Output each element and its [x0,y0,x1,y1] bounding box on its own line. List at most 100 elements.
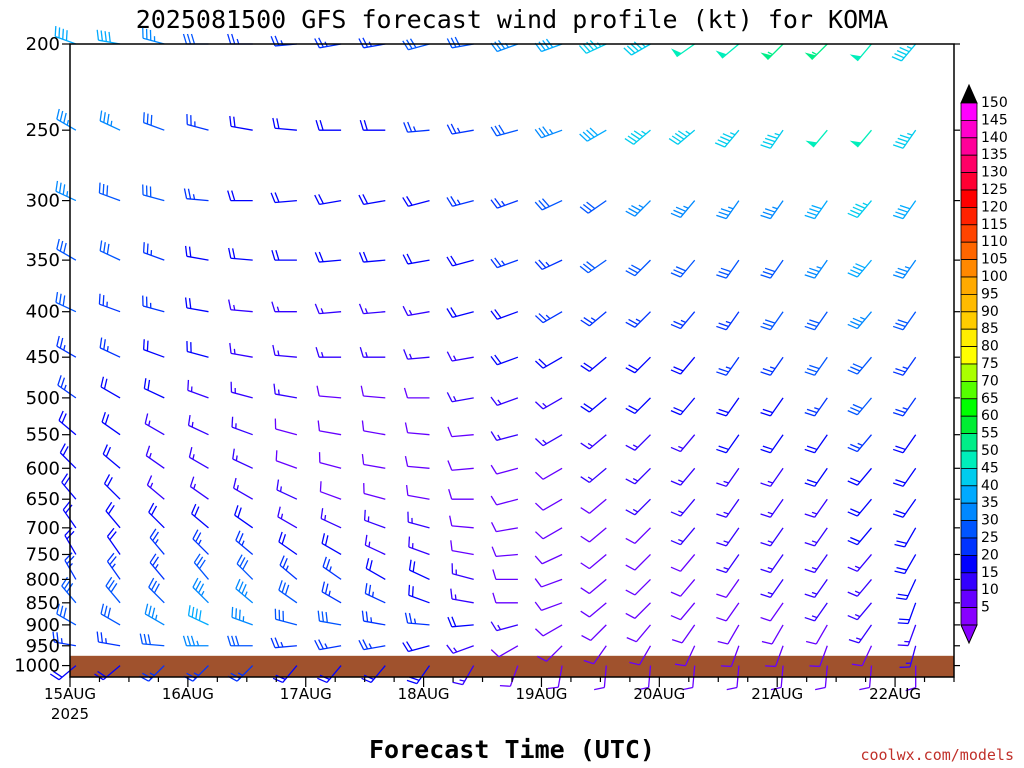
wind-barb [105,576,121,604]
wind-barb [670,356,696,375]
barb-pennant [805,140,818,148]
barb-flag [447,616,453,628]
barb-flag [534,628,544,637]
barb-halfflag [237,672,244,677]
wind-barb [449,515,474,529]
barb-flag [56,603,60,615]
barb-flag [63,242,67,254]
barb-staff [680,602,696,621]
barb-flag [446,392,453,402]
wind-barb [670,397,696,416]
wind-barb [716,397,740,417]
x-axis: 15AUG 2025 16AUG 17AUG 18AUG 19AUG 20AUG 21AUG 2… [44,677,955,723]
colorbar-swatch [960,328,978,348]
wind-barb [452,665,475,686]
barb-halfflag [727,206,734,210]
barb-halfflag [678,538,684,543]
barb-flag [446,38,453,49]
barb-flag [718,368,729,373]
barb-flag [228,247,232,259]
x-axis-label: Forecast Time (UTC) [369,735,655,764]
barb-staff [451,550,474,556]
barb-flag [897,267,908,273]
wind-barb [805,129,828,148]
wind-barb [534,126,563,139]
barb-pennant [670,48,682,57]
barb-flag [896,567,907,571]
barb-flag [492,592,497,604]
barb-flag [848,639,860,644]
wind-barb [760,579,784,599]
y-tick-label: 550 [26,425,60,446]
barb-flag [363,119,368,131]
barb-flag [897,622,909,625]
wind-barb [317,610,342,626]
barb-flag [109,531,117,541]
barb-flag [586,201,596,210]
wind-barb [191,503,209,529]
barb-flag [237,507,242,518]
wind-barb [271,249,297,261]
barb-staff [589,602,607,618]
wind-barb [849,43,872,62]
barb-flag [625,509,636,516]
wind-barb [716,434,740,454]
barb-flag [99,240,103,251]
wind-barb [534,467,563,480]
barb-flag [580,442,590,450]
wind-barb [716,467,740,487]
barb-halfflag [678,479,684,483]
barb-flag [241,583,247,595]
barb-staff [774,645,784,667]
barb-staff [541,553,563,565]
colorbar-swatch [960,502,978,522]
barb-flag [760,325,771,331]
barb-staff [542,498,563,511]
barb-halfflag [545,261,550,267]
barb-flag [146,475,153,486]
wind-barb [58,410,77,436]
wind-barb [234,505,254,529]
barb-flag [850,209,861,215]
wind-barb [272,344,297,358]
y-tick-label: 200 [26,34,60,55]
barb-flag [315,119,320,131]
barb-halfflag [774,132,780,136]
barb-flag [892,144,904,149]
barb-flag [718,322,729,328]
barb-flag [238,533,244,544]
colorbar-swatch [960,241,978,260]
barb-flag [65,504,73,514]
barb-flag [895,322,906,328]
wind-barb [625,602,651,619]
barb-staff [319,461,342,469]
colorbar-label: 150 [981,95,1008,111]
wind-barb [847,498,872,517]
wind-barb [534,498,563,511]
y-tick-label: 1000 [14,656,60,677]
barb-flag [804,325,815,331]
barb-flag [897,137,908,143]
barb-flag [272,677,284,684]
barb-flag [369,560,373,571]
barb-staff [320,491,342,500]
wind-barb [404,456,430,469]
barb-flag [716,448,727,454]
wind-barb [847,554,872,572]
wind-barb [760,129,784,149]
barb-flag [895,368,906,373]
wind-barb [450,588,474,604]
wind-barb [142,112,165,131]
barb-flag [106,527,115,537]
barb-flag [56,335,60,347]
wind-barb [624,129,651,145]
barb-flag [806,445,818,451]
barb-flag [804,482,815,487]
barb-halfflag [328,590,331,596]
wind-barb [229,342,253,358]
barb-flag [232,448,235,460]
barb-flag [321,581,326,592]
barb-flag [717,640,729,645]
barb-flag [809,665,820,668]
barb-staff [727,624,740,645]
